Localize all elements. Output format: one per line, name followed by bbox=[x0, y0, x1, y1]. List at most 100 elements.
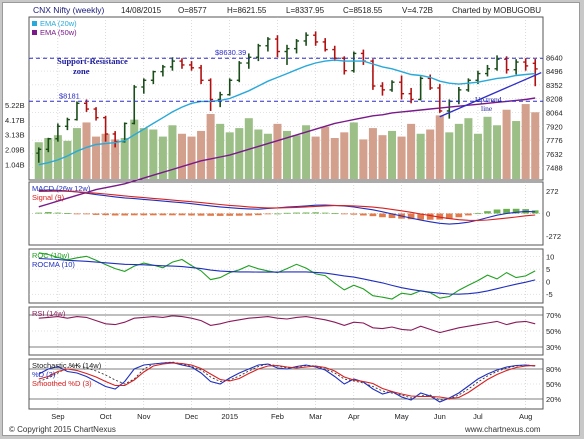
macd-histogram-bar bbox=[407, 213, 415, 220]
legend-swatch-ema20 bbox=[32, 21, 37, 26]
macd-histogram-bar bbox=[92, 213, 100, 215]
macd-histogram-bar bbox=[169, 213, 176, 216]
rocma-line bbox=[38, 257, 536, 295]
rocma-legend: ROCMA (10) bbox=[32, 260, 75, 269]
ema-50-line bbox=[38, 97, 536, 208]
stochastic-d-legend: %D (3) bbox=[32, 370, 56, 379]
volume-bar bbox=[235, 128, 244, 179]
volume-bar bbox=[111, 139, 120, 179]
legend-swatch-ema50 bbox=[32, 30, 37, 35]
header-close: C=8518.55 bbox=[343, 6, 383, 15]
footer-copyright: © Copyright 2015 ChartNexus bbox=[9, 425, 116, 434]
header-low: L=8337.95 bbox=[286, 6, 325, 15]
volume-axis-label: 5.22B bbox=[5, 101, 25, 110]
volume-bar bbox=[177, 133, 186, 179]
volume-bar bbox=[483, 116, 492, 179]
macd-histogram-bar bbox=[264, 213, 272, 215]
roc-panel bbox=[28, 248, 544, 304]
macd-histogram-bar bbox=[54, 212, 62, 214]
macd-histogram-bar bbox=[140, 213, 148, 216]
x-tick-label: Oct bbox=[100, 412, 113, 421]
stochastic-y-tick: 80% bbox=[546, 365, 561, 374]
price-y-tick: 8208 bbox=[546, 95, 563, 104]
x-tick-label: Mar bbox=[309, 412, 322, 421]
macd-histogram-bar bbox=[35, 212, 43, 214]
x-tick-label: May bbox=[394, 412, 408, 421]
volume-bar bbox=[92, 136, 101, 179]
volume-bar bbox=[282, 130, 292, 179]
volume-bar bbox=[101, 133, 110, 179]
stochastic-k-line bbox=[38, 361, 536, 403]
price-y-tick: 7920 bbox=[546, 122, 563, 131]
volume-bar bbox=[130, 119, 139, 179]
macd-histogram-bar bbox=[312, 212, 319, 214]
macd-histogram-bar bbox=[512, 208, 520, 214]
x-tick-label: Sep bbox=[51, 412, 64, 421]
macd-legend: MACD (26w,12w) bbox=[32, 184, 91, 193]
volume-bar bbox=[53, 135, 62, 179]
volume-bar bbox=[407, 123, 416, 179]
macd-histogram-bar bbox=[484, 211, 491, 214]
price-y-tick: 7632 bbox=[546, 150, 563, 159]
macd-histogram-bar bbox=[149, 213, 157, 216]
volume-bar bbox=[426, 129, 435, 179]
rsi-y-tick: 30% bbox=[546, 343, 561, 352]
volume-bar bbox=[502, 109, 511, 179]
volume-bar bbox=[454, 123, 463, 179]
chart-title: CNX Nifty (weekly) bbox=[33, 5, 104, 15]
header-high: H=8621.55 bbox=[227, 6, 267, 15]
price-y-tick: 8640 bbox=[546, 53, 563, 62]
macd-y-tick: 0 bbox=[546, 210, 550, 219]
volume-bar bbox=[311, 136, 320, 179]
volume-bar bbox=[63, 140, 72, 179]
macd-histogram-bar bbox=[331, 213, 339, 215]
rsi-line bbox=[38, 315, 536, 334]
volume-axis-label: 2.09B bbox=[5, 145, 25, 154]
zone-label-line1: Support-Resistance bbox=[57, 56, 128, 66]
macd-histogram-bar bbox=[360, 213, 367, 216]
volume-bar bbox=[302, 125, 311, 179]
macd-histogram-bar bbox=[426, 213, 434, 220]
macd-histogram-bar bbox=[44, 212, 52, 214]
volume-bar bbox=[368, 128, 377, 179]
volume-bar bbox=[321, 126, 330, 179]
stochastic-k-legend: Stochastic %K (14w) bbox=[32, 361, 102, 370]
macd-histogram-bar bbox=[235, 213, 243, 216]
x-tick-label: Apr bbox=[348, 412, 360, 421]
macd-histogram-bar bbox=[226, 213, 234, 216]
macd-histogram-bar bbox=[302, 212, 310, 214]
macd-histogram-bar bbox=[321, 212, 329, 214]
x-tick-label: Jun bbox=[434, 412, 446, 421]
volume-bar bbox=[512, 121, 521, 179]
macd-histogram-bar bbox=[73, 213, 81, 215]
volume-bar bbox=[292, 135, 301, 179]
resistance-label: $8630.39 bbox=[215, 48, 246, 57]
uptrend-label-line1: Up trend bbox=[475, 95, 502, 104]
volume-bar bbox=[330, 138, 339, 179]
support-label: $8181 bbox=[59, 91, 80, 100]
macd-histogram-bar bbox=[274, 213, 281, 215]
stochastic-d-line bbox=[38, 362, 536, 400]
footer-site: www.chartnexus.com bbox=[464, 425, 541, 434]
roc-y-tick: -5 bbox=[546, 290, 553, 299]
volume-axis-label: 3.13B bbox=[5, 131, 25, 140]
stochastic-y-tick: 20% bbox=[546, 395, 561, 404]
header-volume: V=4.72B bbox=[402, 6, 433, 15]
legend-ema50: EMA (50w) bbox=[40, 28, 77, 37]
x-tick-label: Nov bbox=[137, 412, 151, 421]
chart-frame: MACD (26w,12w) Signal (9) ROC (10w) ROCMA (… bbox=[2, 2, 580, 436]
volume-bar bbox=[493, 125, 502, 179]
header-open: O=8577 bbox=[178, 6, 207, 15]
macd-histogram-bar bbox=[455, 213, 463, 218]
volume-bar bbox=[149, 129, 158, 179]
macd-histogram-bar bbox=[369, 213, 377, 217]
macd-histogram-bar bbox=[130, 213, 138, 216]
volume-bar bbox=[197, 130, 206, 179]
rsi-panel bbox=[28, 306, 544, 356]
macd-histogram-bar bbox=[350, 213, 358, 215]
rsi-y-tick: 70% bbox=[546, 311, 561, 320]
volume-bar bbox=[187, 136, 196, 179]
volume-bar bbox=[464, 118, 473, 179]
uptrend-label-line2: line bbox=[481, 104, 493, 113]
volume-bar bbox=[521, 104, 530, 179]
